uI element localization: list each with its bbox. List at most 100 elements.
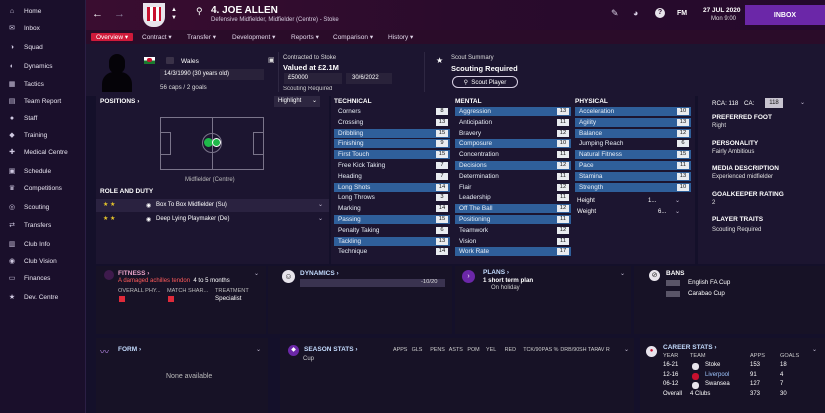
fm-button[interactable]: FM [677,10,688,17]
magnifier-icon: ⚲ [463,78,469,86]
season-stats-header[interactable]: SH TAR [579,347,599,353]
form-title[interactable]: FORM › [118,346,142,353]
season-stats-header[interactable]: GLS [411,347,423,353]
personality-title: PERSONALITY [712,140,759,147]
season-stats-header[interactable]: POM [467,347,480,353]
mental-attribute-value: 11 [557,172,569,180]
sidebar-item-training[interactable]: ◆ Training [0,128,86,142]
sidebar-item-medical[interactable]: ✚ Medical Centre [0,145,86,159]
technical-attribute-value: 14 [436,248,448,256]
help-icon[interactable]: ? [655,8,665,18]
sidebar-item-club-vision[interactable]: ◉ Club Vision [8,257,57,266]
career-cell[interactable]: Swansea [705,381,730,387]
season-stats-header[interactable]: RED [504,347,516,353]
season-stats-header[interactable]: YEL [486,347,497,353]
career-cell[interactable]: Liverpool [705,371,730,378]
physical-attribute-value: 15 [677,151,689,159]
plans-title[interactable]: PLANS › [483,269,510,276]
technical-title: TECHNICAL [334,98,372,105]
sidebar-item-tactics[interactable]: ▦ Tactics [8,80,44,89]
chevron-down-icon[interactable]: ⌄ [812,347,818,353]
season-stats-header[interactable]: ASTS [448,347,463,353]
physical-attribute-row: Strength 10 [575,182,691,192]
physical-attribute-row: Natural Fitness 15 [575,150,691,160]
physical-attribute-row: Jumping Reach 6 [575,139,691,148]
rca-value: RCA: 118 [712,100,739,107]
sidebar-item-dev-centre[interactable]: ★ Dev. Centre [8,293,59,302]
tab-transfer[interactable]: Transfer ▾ [187,33,217,42]
player-traits-title: PLAYER TRAITS [712,216,764,223]
tab-history[interactable]: History ▾ [388,33,414,42]
physical-attribute-value: 11 [677,162,689,169]
fitness-title[interactable]: FITNESS › [118,270,150,277]
sidebar-item-finances[interactable]: ▭ Finances [8,274,51,283]
tab-comparison[interactable]: Comparison ▾ [333,33,374,42]
finances-icon: ▭ [8,275,16,282]
technical-attribute-row: Crossing 13 [334,118,450,127]
player-switch-icon[interactable]: ▲ ▼ [171,7,177,21]
season-stats-header[interactable]: DRB/90 [560,347,580,353]
career-cell[interactable]: Stoke [705,362,721,368]
tab-overview[interactable]: Overview ▾ [91,30,134,44]
cup-badge-icon [666,280,680,286]
technical-attribute-value: 15 [436,129,448,137]
sidebar-item-home[interactable]: ⌂ Home [0,4,86,18]
sidebar-item-inbox[interactable]: ✉ Inbox [0,21,86,35]
inbox-button[interactable]: INBOX [745,5,825,25]
role-row-1[interactable]: ★ ★ ◉ Box To Box Midfielder (Su) ⌄ [96,199,329,212]
chevron-down-icon[interactable]: ⌄ [256,347,262,353]
role-row-2[interactable]: ★ ★ ◉ Deep Lying Playmaker (De) ⌄ [103,216,323,223]
career-stats-title[interactable]: CAREER STATS › [663,344,717,351]
sidebar-item-team-report[interactable]: ▤ Team Report [8,97,62,106]
edit-icon[interactable]: ✎ [611,8,619,18]
tab-reports[interactable]: Reports ▾ [291,33,319,42]
technical-attribute-row: Finishing 9 [334,139,450,149]
season-stats-title[interactable]: SEASON STATS › [304,346,358,353]
weight-value[interactable]: 6... ⌄ [658,209,680,215]
sidebar-item-dynamics[interactable]: ◐ Dynamics [0,59,86,73]
search-icon[interactable]: ⚲ [196,6,203,16]
position-dot-dm [204,138,213,147]
social-icon[interactable]: ◕ [633,8,639,18]
dynamics-icon: ◐ [9,62,15,70]
home-icon: ⌂ [9,7,15,15]
forward-arrow-icon[interactable]: → [114,8,125,20]
chevron-down-icon[interactable]: ⌄ [620,271,626,277]
personality: Fairly Ambitious [712,149,755,155]
tab-development[interactable]: Development ▾ [232,33,276,42]
goalkeeper-rating-title: GOALKEEPER RATING [712,191,784,198]
season-stats-header[interactable]: TCK/90 [523,347,542,353]
mental-attribute-row: Vision 11 [455,237,571,246]
scout-summary-title: Scout Summary [451,55,494,61]
sidebar-item-staff[interactable]: ● Staff [0,111,86,125]
sidebar-item-squad[interactable]: ◑ Squad [0,40,86,54]
mental-attribute-name: Decisions [459,162,487,169]
chevron-down-icon: ⌄ [317,202,323,208]
chevron-down-icon: ⌄ [317,216,323,222]
back-arrow-icon[interactable]: ← [92,8,103,20]
contract-expiry: 30/6/2022 [346,73,392,84]
sidebar-item-schedule[interactable]: ▣ Schedule [8,167,52,176]
season-stats-header[interactable]: AV R [597,347,610,353]
season-stats-header[interactable]: PENS [430,347,445,353]
height-value[interactable]: 1... ⌄ [648,198,680,204]
season-stats-header[interactable]: PAS % [541,347,559,353]
mental-attribute-value: 12 [557,205,569,213]
mental-attribute-name: Flair [459,183,472,191]
sidebar-item-competitions[interactable]: ♛ Competitions [8,184,62,193]
sidebar-item-scouting[interactable]: ◎ Scouting [8,203,50,212]
role-duty-title: ROLE AND DUTY [100,188,154,195]
scout-player-button[interactable]: ⚲ Scout Player [452,76,518,88]
season-stats-header[interactable]: APPS [393,347,408,353]
highlight-dropdown[interactable]: Highlight ⌄ [274,96,320,107]
club-crest-icon [143,3,165,27]
sidebar-item-transfers[interactable]: ⇄ Transfers [0,218,86,232]
transfers-icon: ⇄ [9,222,15,229]
positions-title[interactable]: POSITIONS › [100,98,140,105]
chevron-down-icon[interactable]: ⌄ [800,100,806,106]
sidebar-item-club-info[interactable]: ▥ Club Info [8,240,51,249]
tab-contract[interactable]: Contract ▾ [142,33,172,42]
chevron-down-icon[interactable]: ⌄ [624,347,630,353]
chevron-down-icon[interactable]: ⌄ [254,271,260,277]
dynamics-title[interactable]: DYNAMICS › [300,270,339,277]
